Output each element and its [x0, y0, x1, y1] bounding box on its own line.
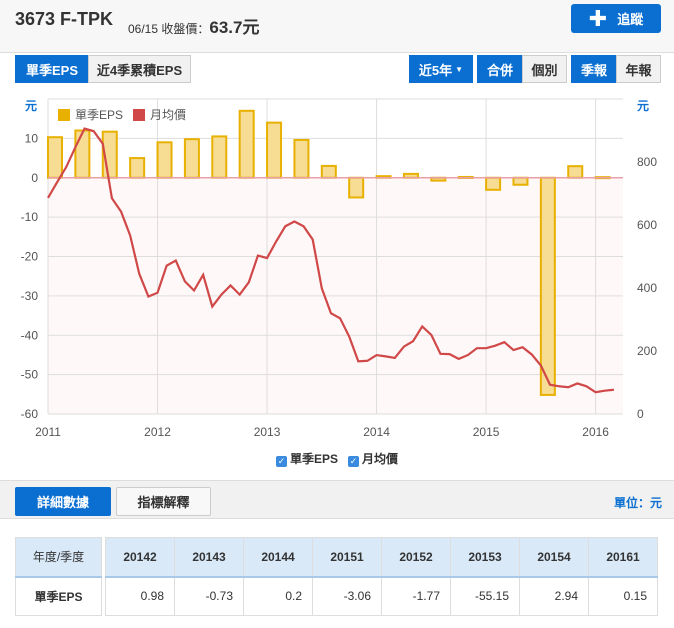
- eps-bar: [74, 129, 91, 179]
- tab-annual-report[interactable]: 年報: [616, 55, 661, 83]
- eps-bar: [211, 135, 228, 179]
- right-tick-label: 800: [637, 155, 657, 169]
- row-label: 單季EPS: [15, 576, 102, 616]
- legend-eps-swatch: [58, 109, 70, 121]
- table-cell: -3.06: [312, 576, 382, 616]
- column-header: 20153: [450, 537, 520, 578]
- price-label: 收盤價：: [161, 22, 210, 36]
- x-tick-label: 2015: [473, 425, 500, 439]
- left-tick-label: -10: [21, 210, 39, 224]
- eps-bar: [320, 164, 337, 179]
- checkbox-checked-icon: ✓: [348, 456, 359, 467]
- left-tick-label: -20: [21, 250, 39, 264]
- tab-quarterly-eps[interactable]: 單季EPS: [15, 55, 89, 83]
- price-line: [47, 127, 614, 394]
- plus-icon: ✚: [588, 5, 608, 31]
- caret-down-icon: ▼: [455, 64, 464, 74]
- left-tick-label: 0: [31, 171, 38, 185]
- x-tick-label: 2013: [254, 425, 281, 439]
- range-dropdown[interactable]: 近5年 ▼: [409, 55, 473, 83]
- eps-bar: [129, 157, 146, 179]
- eps-bar: [156, 141, 173, 179]
- range-label: 近5年: [418, 62, 453, 78]
- left-axis-unit: 元: [25, 99, 38, 113]
- toggle-eps[interactable]: ✓ 單季EPS: [275, 450, 338, 467]
- eps-bar: [485, 176, 502, 191]
- corner-header: 年度/季度: [15, 537, 102, 578]
- price-info: 06/15 收盤價：63.7元: [128, 13, 259, 38]
- table-cell: -1.77: [381, 576, 451, 616]
- eps-bar: [512, 176, 529, 186]
- series-toggles: ✓ 單季EPS ✓ 月均價: [0, 450, 674, 467]
- eps-table: 年度/季度 20142 20143 20144 20151 20152 20153 2015…: [15, 537, 658, 616]
- table-cell: 2.94: [519, 576, 589, 616]
- checkbox-checked-icon: ✓: [275, 456, 287, 467]
- toggle-price[interactable]: ✓ 月均價: [348, 450, 398, 467]
- column-header: 20152: [381, 537, 451, 578]
- table-cell: 0.15: [588, 576, 658, 616]
- right-tick-label: 400: [637, 281, 657, 295]
- detail-toolbar: 詳細數據 指標解釋 單位：元: [0, 480, 674, 519]
- toggle-eps-label: 單季EPS: [289, 452, 338, 466]
- tab-individual[interactable]: 個別: [522, 55, 567, 83]
- left-tick-label: -50: [21, 368, 39, 382]
- table-cell: -55.15: [450, 576, 520, 616]
- right-tick-label: 200: [637, 344, 657, 358]
- x-tick-label: 2011: [35, 425, 61, 439]
- price: 63.7元: [209, 18, 260, 37]
- header: 3673 F-TPK 06/15 收盤價：63.7元 ✚ 追蹤: [0, 0, 674, 53]
- tab-quarterly-report[interactable]: 季報: [571, 55, 617, 83]
- follow-button[interactable]: ✚ 追蹤: [571, 4, 661, 33]
- eps-bar: [293, 138, 310, 179]
- toggle-price-label: 月均價: [362, 452, 399, 466]
- stock-title: 3673 F-TPK: [15, 9, 114, 29]
- column-header: 20161: [588, 537, 658, 578]
- tab-4q-cumulative-eps[interactable]: 近4季累積EPS: [88, 55, 191, 83]
- left-tick-label: -30: [21, 289, 39, 303]
- table-header-row: 年度/季度 20142 20143 20144 20151 20152 20153 2015…: [15, 537, 658, 578]
- legend-price-label: 月均價: [150, 108, 186, 122]
- legend-eps-label: 單季EPS: [75, 108, 123, 122]
- right-tick-label: 600: [637, 218, 657, 232]
- table-cell: 0.2: [243, 576, 313, 616]
- column-header: 20151: [312, 537, 382, 578]
- table-cell: -0.73: [174, 576, 244, 616]
- date: 06/15: [128, 22, 159, 36]
- eps-bar: [567, 165, 584, 179]
- left-tick-label: -60: [21, 407, 39, 421]
- legend-price-swatch: [133, 109, 145, 121]
- left-tick-label: -40: [21, 328, 39, 342]
- eps-bar: [348, 176, 365, 199]
- right-axis-unit: 元: [637, 99, 650, 113]
- eps-bar: [183, 138, 200, 179]
- column-header: 20142: [105, 537, 175, 578]
- eps-bar: [539, 176, 556, 396]
- follow-label: 追蹤: [617, 12, 644, 27]
- column-header: 20154: [519, 537, 589, 578]
- x-tick-label: 2012: [144, 425, 171, 439]
- x-tick-label: 2014: [363, 425, 390, 439]
- column-header: 20144: [243, 537, 313, 578]
- tab-detail-data[interactable]: 詳細數據: [15, 487, 111, 516]
- eps-bar: [238, 109, 255, 179]
- x-tick-label: 2016: [582, 425, 609, 439]
- eps-bar: [266, 121, 283, 179]
- tab-indicator-explanation[interactable]: 指標解釋: [116, 487, 211, 516]
- eps-price-chart: 10 0 -10 -20 -30 -40 -50 -60 800 600 400 200 0 2011 20…: [21, 98, 657, 439]
- right-tick-label: 0: [637, 407, 644, 421]
- table-cell: 0.98: [105, 576, 175, 616]
- tab-consolidated[interactable]: 合併: [477, 55, 523, 83]
- left-tick-label: 10: [25, 131, 39, 145]
- unit-label: 單位：元: [613, 496, 662, 510]
- eps-bar: [47, 136, 63, 179]
- column-header: 20143: [174, 537, 244, 578]
- table-row: 單季EPS 0.98 -0.73 0.2 -3.06 -1.77 -55.15 2.94 0.…: [15, 576, 658, 616]
